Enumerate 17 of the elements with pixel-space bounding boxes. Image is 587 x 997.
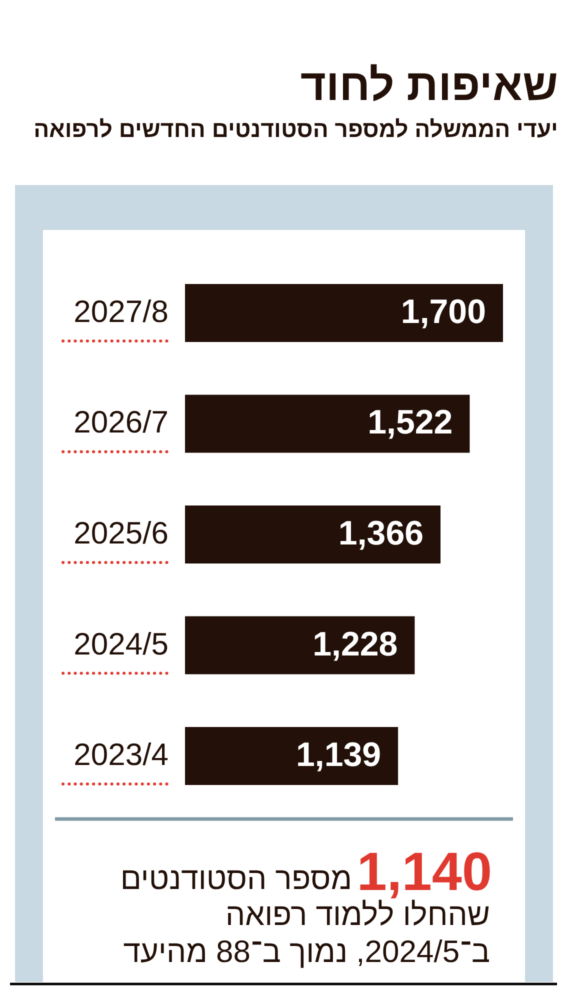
- data-label: 1,522: [368, 404, 453, 442]
- bar: [185, 727, 398, 786]
- y-tick-label: 2027/8: [74, 294, 168, 329]
- y-tick-label: 2025/6: [74, 516, 168, 550]
- bar: [185, 616, 415, 674]
- data-label: 1,228: [312, 625, 398, 664]
- data-label: 1,366: [338, 514, 424, 552]
- bar: [185, 394, 470, 453]
- chart-subtitle: יעדי הממשלה למספר הסטודנטים החדשים לרפואה: [34, 116, 558, 142]
- data-label: 1,700: [400, 292, 486, 331]
- chart-title: שאיפות לחוד: [300, 61, 558, 110]
- bar: [185, 284, 503, 342]
- bar: [185, 505, 441, 564]
- data-label: 1,139: [296, 736, 382, 774]
- y-tick-label: 2026/7: [74, 404, 168, 440]
- y-tick-label: 2023/4: [74, 737, 168, 772]
- y-tick-label: 2024/5: [74, 626, 168, 662]
